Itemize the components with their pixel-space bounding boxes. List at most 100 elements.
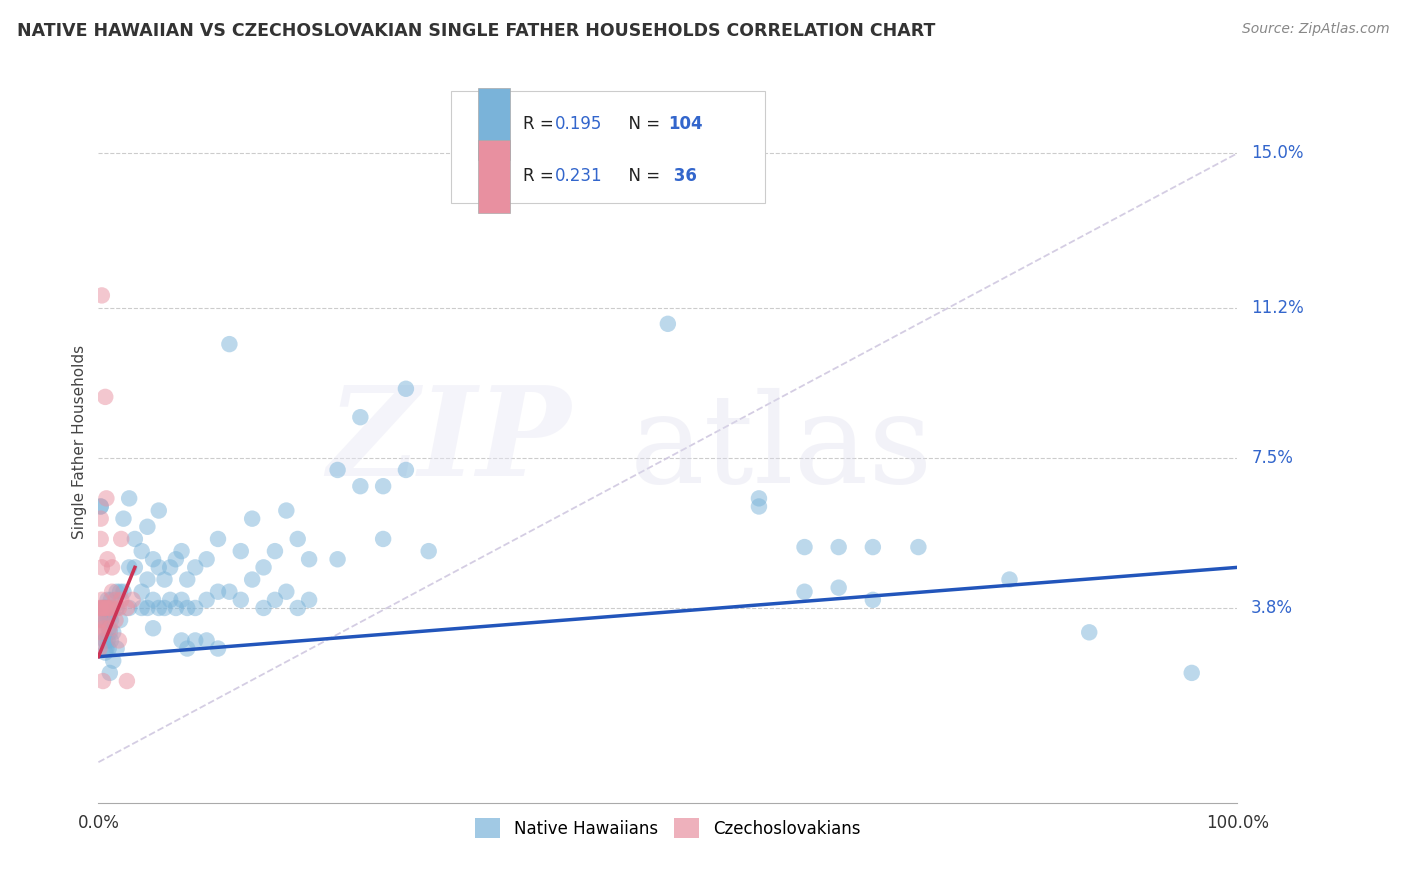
Point (207, 532, 229, 546)
Point (93, 601, 115, 615)
Point (298, 552, 321, 566)
Point (148, 601, 170, 615)
Point (108, 601, 131, 615)
Point (907, 540, 929, 554)
Point (121, 592, 143, 607)
Point (148, 503, 170, 517)
Point (170, 592, 193, 607)
Point (148, 560, 170, 574)
Point (93, 613, 115, 627)
Point (371, 532, 394, 546)
Point (195, 592, 218, 607)
Point (103, 601, 125, 615)
Point (165, 552, 187, 566)
Bar (478, 140, 509, 212)
Point (276, 584, 298, 599)
Point (94, 646, 117, 660)
Point (91, 601, 114, 615)
Text: 15.0%: 15.0% (1251, 145, 1303, 162)
Point (229, 544, 252, 558)
Point (176, 641, 198, 656)
Point (93, 601, 115, 615)
Y-axis label: Single Father Households: Single Father Households (72, 344, 87, 539)
Point (298, 592, 321, 607)
Point (207, 584, 229, 599)
Point (96, 592, 118, 607)
Point (395, 382, 418, 396)
Text: 3.8%: 3.8% (1251, 599, 1294, 617)
Point (98, 601, 121, 615)
Point (96, 601, 118, 615)
Point (218, 584, 240, 599)
Point (89, 613, 111, 627)
Point (131, 544, 153, 558)
Text: R =: R = (523, 115, 560, 133)
Point (105, 584, 128, 599)
Point (103, 654, 125, 668)
Point (90, 560, 112, 574)
Point (828, 581, 851, 595)
Point (176, 601, 198, 615)
Point (136, 520, 159, 534)
Point (105, 641, 128, 656)
Point (94, 390, 117, 404)
Point (104, 592, 127, 607)
Point (96, 552, 118, 566)
Text: 104: 104 (668, 115, 703, 133)
Point (170, 544, 193, 558)
Point (136, 601, 159, 615)
Point (1181, 665, 1204, 680)
Point (657, 317, 679, 331)
Point (153, 601, 176, 615)
Point (98, 625, 121, 640)
Point (115, 673, 138, 688)
Point (264, 592, 287, 607)
Text: 0.231: 0.231 (555, 168, 603, 186)
Point (97, 641, 120, 656)
Point (108, 633, 131, 648)
Point (195, 552, 218, 566)
Point (105, 601, 128, 615)
Point (862, 592, 884, 607)
Point (793, 584, 815, 599)
Point (793, 540, 815, 554)
Point (90, 500, 112, 514)
Point (97, 621, 120, 635)
Point (96, 491, 118, 506)
Point (108, 584, 131, 599)
Point (112, 511, 135, 525)
Point (90, 532, 112, 546)
Point (418, 544, 440, 558)
Point (195, 633, 218, 648)
Point (748, 491, 770, 506)
Point (91, 613, 114, 627)
Point (90, 500, 112, 514)
Point (131, 601, 153, 615)
Point (89, 601, 111, 615)
Point (252, 560, 274, 574)
Point (748, 500, 770, 514)
Point (349, 410, 371, 425)
Point (998, 573, 1021, 587)
Point (100, 633, 122, 648)
Point (240, 511, 263, 525)
Point (98, 609, 121, 624)
Point (96, 609, 118, 624)
Point (395, 463, 418, 477)
Point (862, 540, 884, 554)
Point (287, 601, 309, 615)
Point (91, 625, 114, 640)
Point (184, 601, 207, 615)
Point (118, 560, 141, 574)
Text: 36: 36 (668, 168, 697, 186)
Legend: Native Hawaiians, Czechoslovakians: Native Hawaiians, Czechoslovakians (468, 812, 868, 845)
Point (170, 633, 193, 648)
Text: ZIP: ZIP (328, 381, 571, 502)
Point (96, 613, 118, 627)
Text: R =: R = (523, 168, 560, 186)
FancyBboxPatch shape (451, 91, 765, 203)
Text: N =: N = (617, 115, 665, 133)
Point (90, 288, 112, 302)
Point (264, 544, 287, 558)
Point (124, 532, 146, 546)
